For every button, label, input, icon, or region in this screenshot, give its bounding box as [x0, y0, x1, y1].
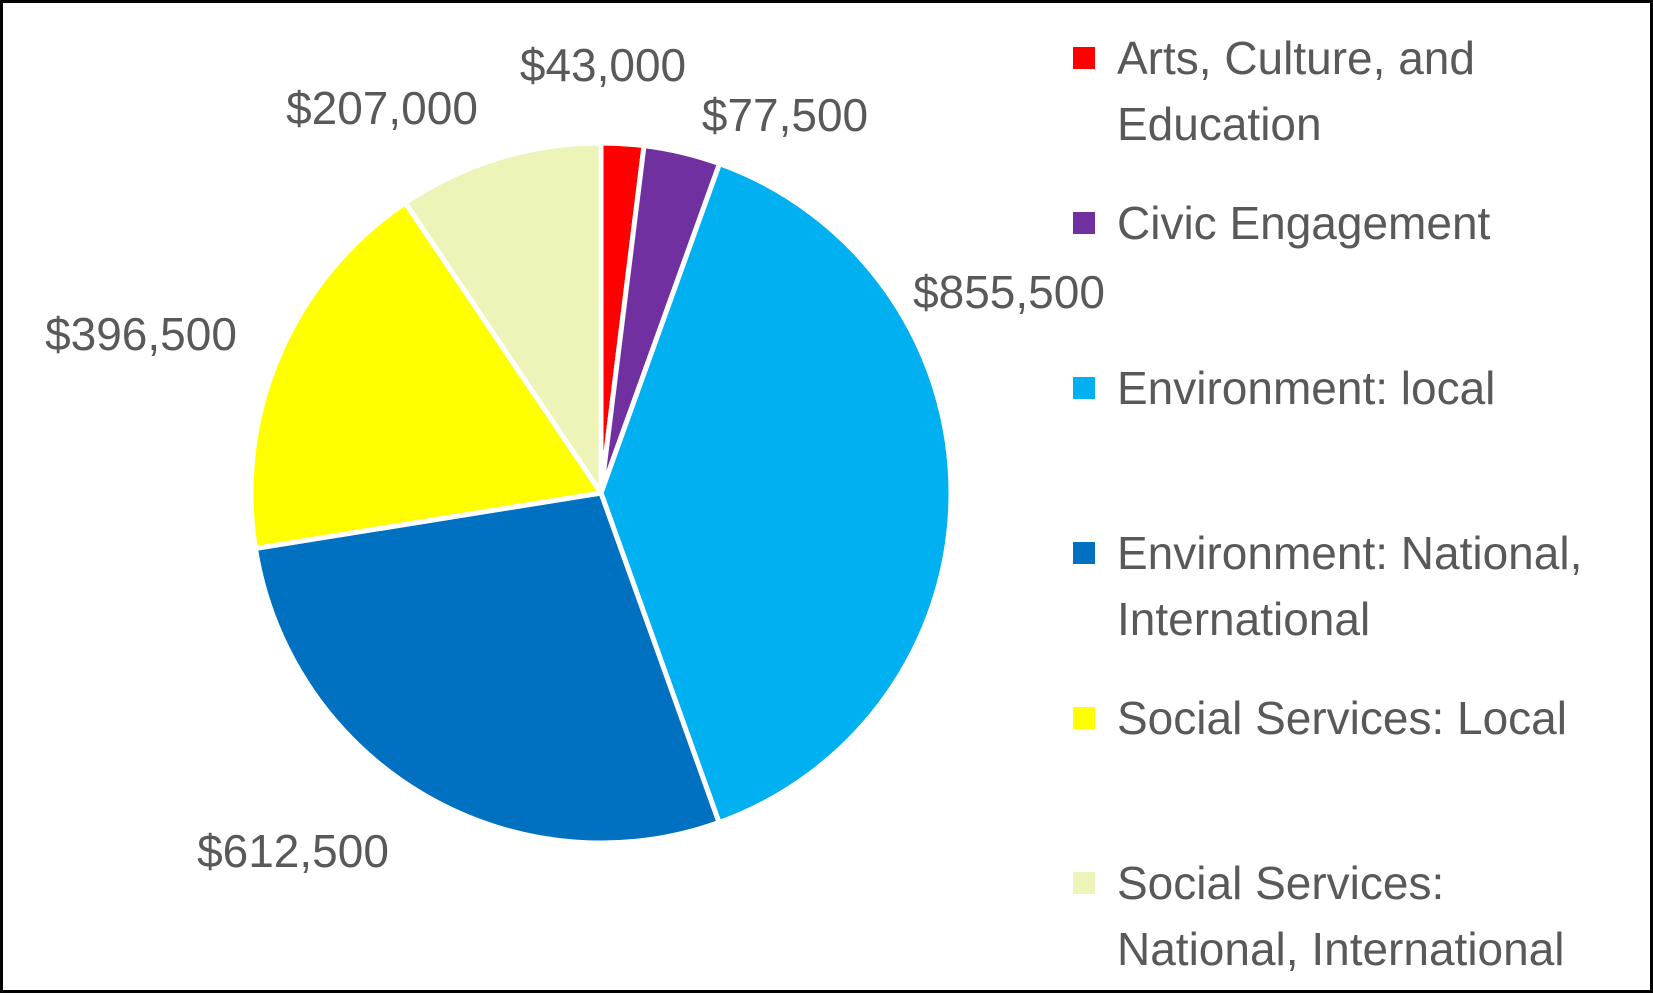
- legend-label: Environment: local: [1117, 362, 1496, 414]
- legend-label: Social Services: Local: [1117, 692, 1567, 744]
- pie-chart: $43,000 $77,500 $855,500 $612,500 $396,500 $2…: [45, 39, 1105, 877]
- legend-item-environment-local: Environment: local: [1073, 355, 1643, 421]
- legend-label: Civic Engagement: [1117, 197, 1491, 249]
- legend-item-civic-engagement: Civic Engagement: [1073, 190, 1643, 256]
- pie-slice-social-services-local: [248, 200, 604, 551]
- legend-item-social-services-national-international: Social Services: National, International: [1073, 850, 1643, 982]
- data-label-arts-culture-education: $43,000: [520, 39, 686, 91]
- legend-swatch: [1073, 542, 1095, 564]
- pie-slice-environment-local: [598, 161, 954, 825]
- data-label-environment-national-international: $612,500: [197, 825, 389, 877]
- legend-swatch: [1073, 377, 1095, 399]
- legend-label: Environment: National, International: [1117, 527, 1583, 645]
- legend-label: Social Services: National, International: [1117, 857, 1565, 975]
- legend-item-environment-national-international: Environment: National, International: [1073, 520, 1643, 652]
- data-label-social-services-national-international: $207,000: [286, 82, 478, 134]
- legend-swatch: [1073, 212, 1095, 234]
- legend-swatch: [1073, 47, 1095, 69]
- legend-label: Arts, Culture, and Education: [1117, 32, 1475, 150]
- pie-slice-environment-national-international: [252, 490, 722, 846]
- data-label-civic-engagement: $77,500: [702, 89, 868, 141]
- legend-swatch: [1073, 872, 1095, 894]
- legend-swatch: [1073, 707, 1095, 729]
- data-label-social-services-local: $396,500: [45, 308, 237, 360]
- legend-item-arts-culture-education: Arts, Culture, and Education: [1073, 25, 1643, 157]
- data-label-environment-local: $855,500: [913, 266, 1105, 318]
- pie-slice-social-services-national-international: [402, 140, 604, 496]
- legend-item-social-services-local: Social Services: Local: [1073, 685, 1643, 751]
